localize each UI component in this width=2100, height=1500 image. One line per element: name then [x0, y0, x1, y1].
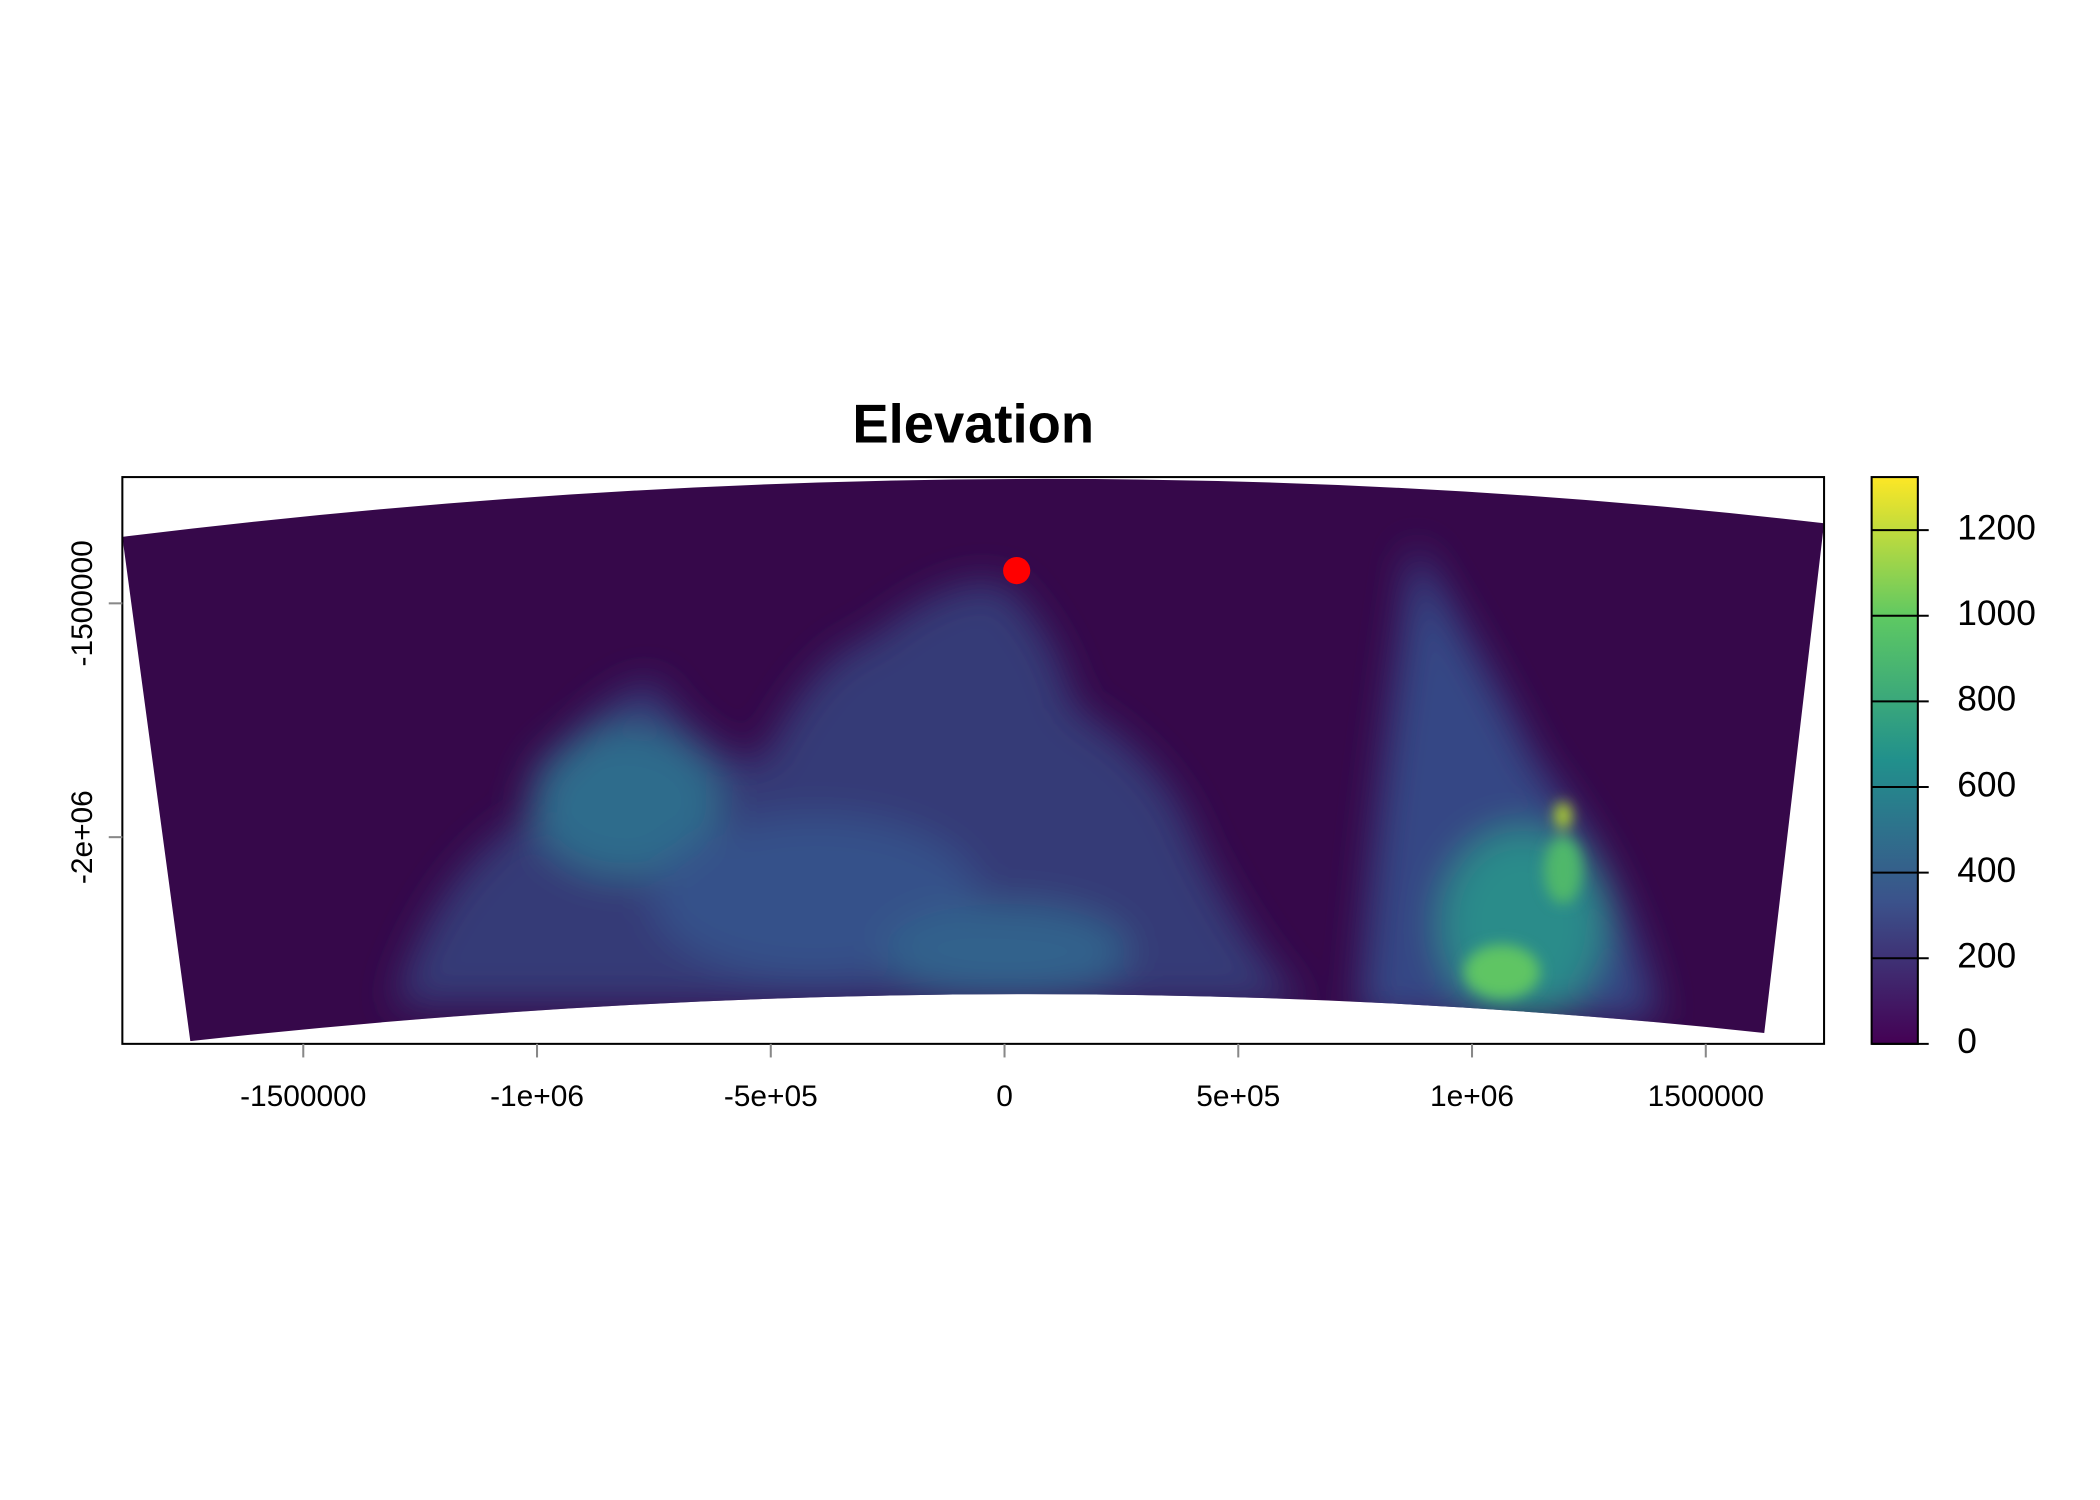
- colorbar-tick-label: 1200: [1957, 508, 2036, 547]
- y-tick-label: -1500000: [66, 540, 99, 666]
- plot-frame: [121, 476, 1826, 1045]
- x-tick-label: 0: [996, 1080, 1013, 1113]
- site-point: [1003, 557, 1031, 585]
- chart-title: Elevation: [852, 394, 1094, 455]
- x-tick-label: -1500000: [240, 1080, 366, 1113]
- colorbar-tick-label: 0: [1957, 1022, 1977, 1061]
- x-tick-label: 1500000: [1648, 1080, 1764, 1113]
- x-tick-label: 5e+05: [1196, 1080, 1280, 1113]
- colorbar-tick-label: 1000: [1957, 594, 2036, 633]
- x-tick-label: 1e+06: [1430, 1080, 1514, 1113]
- colorbar-tick-label: 400: [1957, 851, 2016, 890]
- x-tick-label: -5e+05: [724, 1080, 818, 1113]
- x-tick-label: -1e+06: [490, 1080, 584, 1113]
- y-tick-label: -2e+06: [66, 790, 99, 884]
- colorbar-tick-label: 600: [1957, 765, 2016, 804]
- colorbar-tick-label: 200: [1957, 937, 2016, 976]
- elevation-raster: [122, 478, 1825, 1042]
- colorbar-tick-label: 800: [1957, 680, 2016, 719]
